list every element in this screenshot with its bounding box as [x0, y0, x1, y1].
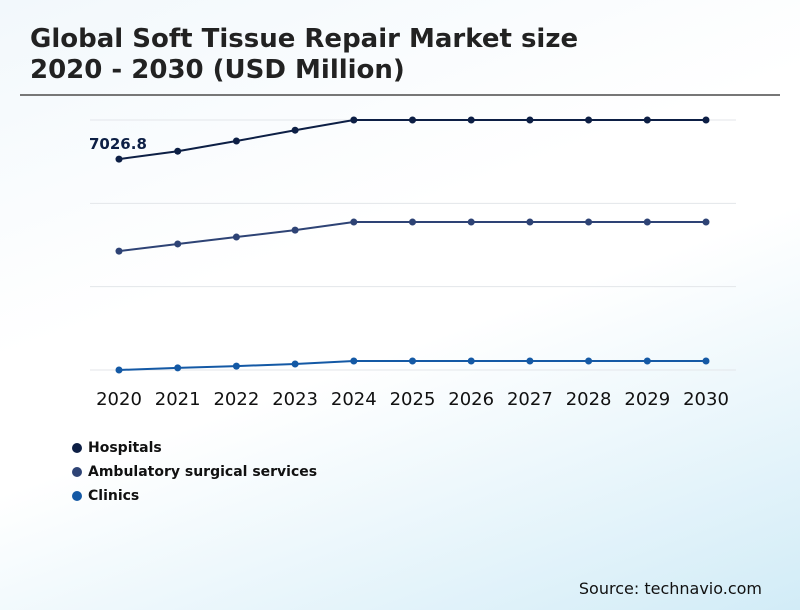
- data-point: [702, 357, 710, 365]
- legend-label: Clinics: [88, 488, 140, 504]
- data-point: [643, 357, 651, 365]
- x-tick-label: 2024: [331, 389, 377, 410]
- data-point: [585, 116, 593, 124]
- data-point: [174, 240, 182, 248]
- data-point: [526, 357, 534, 365]
- legend: Hospitals Ambulatory surgical services Cli…: [72, 436, 317, 508]
- data-point: [409, 218, 416, 226]
- data-point: [702, 116, 710, 124]
- data-point: [643, 218, 651, 226]
- series-line-0: [118, 119, 706, 161]
- data-point: [174, 147, 182, 155]
- title-divider: [20, 94, 780, 96]
- title-line-2: 2020 - 2030 (USD Million): [30, 55, 405, 85]
- x-tick-label: 2021: [155, 389, 201, 410]
- data-point: [350, 357, 358, 365]
- x-tick-label: 2022: [213, 389, 259, 410]
- data-point: [585, 218, 593, 226]
- legend-dot-icon: [72, 467, 82, 477]
- data-point: [467, 218, 475, 226]
- data-point: [115, 247, 123, 255]
- legend-dot-icon: [72, 443, 82, 453]
- legend-item: Hospitals: [72, 436, 317, 460]
- data-point: [232, 362, 240, 370]
- data-point: [409, 357, 416, 365]
- data-point: [702, 218, 710, 226]
- data-point: [467, 116, 475, 124]
- data-point: [585, 357, 593, 365]
- legend-label: Ambulatory surgical services: [88, 464, 318, 480]
- source-text: Source: technavio.com: [578, 579, 762, 598]
- series-line-1: [118, 221, 706, 253]
- x-tick-label: 2020: [96, 389, 142, 410]
- line-chart: 2020 2021 2022 2023 2024 2025 2026 2027 2028 2029…: [89, 116, 736, 410]
- title-line-1: Global Soft Tissue Repair Market size: [30, 24, 579, 54]
- data-point: [526, 116, 534, 124]
- data-label: 7026.8: [89, 135, 147, 153]
- data-point: [526, 218, 534, 226]
- legend-dot-icon: [72, 491, 82, 501]
- data-point: [291, 360, 299, 368]
- data-point: [350, 116, 358, 124]
- legend-item: Clinics: [72, 484, 317, 508]
- data-point: [467, 357, 475, 365]
- data-point: [291, 226, 299, 234]
- data-point: [291, 126, 299, 134]
- x-tick-label: 2023: [272, 389, 318, 410]
- data-point: [232, 137, 240, 145]
- chart-title: Global Soft Tissue Repair Market size 20…: [30, 24, 578, 86]
- x-tick-label: 2027: [507, 389, 553, 410]
- x-tick-label: 2025: [390, 389, 436, 410]
- x-tick-label: 2030: [683, 389, 729, 410]
- data-point: [115, 155, 123, 163]
- data-point: [643, 116, 651, 124]
- legend-label: Hospitals: [88, 440, 162, 456]
- data-point: [409, 116, 416, 124]
- x-tick-label: 2028: [566, 389, 612, 410]
- data-point: [115, 366, 123, 374]
- x-tick-label: 2026: [448, 389, 494, 410]
- data-point: [350, 218, 358, 226]
- data-point: [174, 364, 182, 372]
- legend-item: Ambulatory surgical services: [72, 460, 317, 484]
- data-point: [232, 233, 240, 241]
- x-tick-label: 2029: [624, 389, 670, 410]
